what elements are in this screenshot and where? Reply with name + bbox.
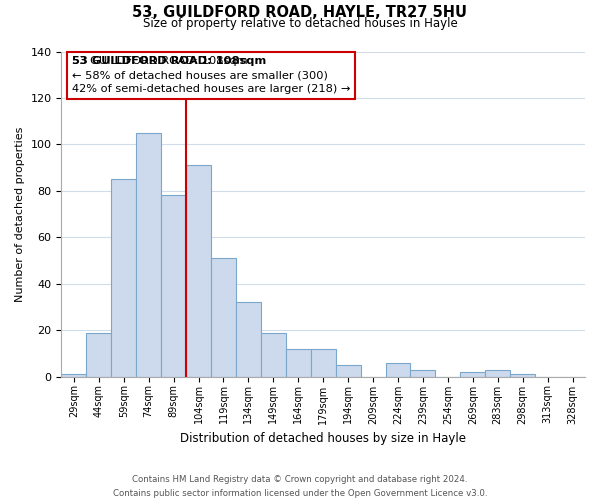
X-axis label: Distribution of detached houses by size in Hayle: Distribution of detached houses by size …	[180, 432, 466, 445]
Text: 53 GUILDFORD ROAD: 108sqm: 53 GUILDFORD ROAD: 108sqm	[72, 56, 266, 66]
Bar	[510, 374, 535, 376]
Bar	[335, 365, 361, 376]
Bar	[186, 166, 211, 376]
Text: 53 GUILDFORD ROAD: 108sqm
← 58% of detached houses are smaller (300)
42% of semi: 53 GUILDFORD ROAD: 108sqm ← 58% of detac…	[72, 56, 350, 94]
Bar	[86, 332, 111, 376]
Bar	[161, 196, 186, 376]
Bar	[311, 349, 335, 376]
Text: 53, GUILDFORD ROAD, HAYLE, TR27 5HU: 53, GUILDFORD ROAD, HAYLE, TR27 5HU	[133, 5, 467, 20]
Text: Contains HM Land Registry data © Crown copyright and database right 2024.
Contai: Contains HM Land Registry data © Crown c…	[113, 476, 487, 498]
Bar	[211, 258, 236, 376]
Y-axis label: Number of detached properties: Number of detached properties	[15, 126, 25, 302]
Bar	[286, 349, 311, 376]
Bar	[61, 374, 86, 376]
Bar	[111, 179, 136, 376]
Bar	[485, 370, 510, 376]
Bar	[386, 362, 410, 376]
Text: Size of property relative to detached houses in Hayle: Size of property relative to detached ho…	[143, 18, 457, 30]
Bar	[261, 332, 286, 376]
Bar	[460, 372, 485, 376]
Bar	[236, 302, 261, 376]
Bar	[410, 370, 436, 376]
Bar	[136, 133, 161, 376]
